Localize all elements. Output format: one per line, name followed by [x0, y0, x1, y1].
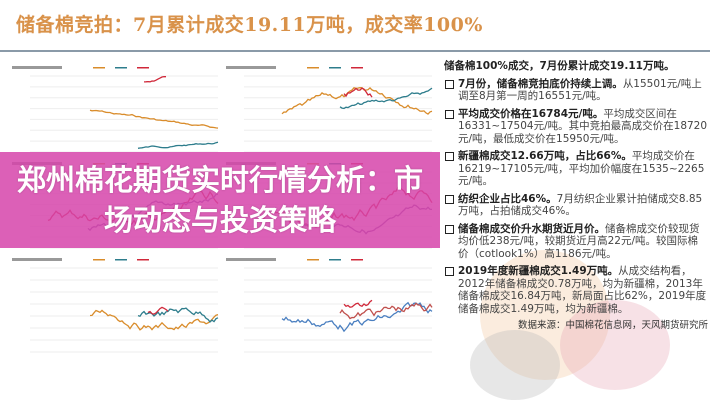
summary-item: 纺织企业占比46%。7月纺织企业累计拍储成交8.85万吨，占拍储成交46%。 [444, 193, 708, 218]
checkbox-bullet-icon [445, 267, 454, 276]
slide-title: 储备棉竞拍：7月累计成交19.11万吨，成交率100% [16, 14, 483, 36]
checkbox-bullet-icon [445, 224, 454, 234]
decorative-blob [480, 250, 610, 380]
item-detail: 从成交结构看，2012年储备棉成交0.78万吨，均为新疆棉，2013年储备棉成交… [458, 265, 707, 315]
checkbox-bullet-icon [445, 109, 454, 119]
legend-swatch [93, 67, 105, 69]
summary-item: 2019年度新疆棉成交1.49万吨。从成交结构看，2012年储备棉成交0.78万… [444, 265, 708, 315]
summary-item: 储备棉成交价升水期货近月价。储备棉成交价较现货均价低238元/吨，较期货近月高2… [444, 223, 708, 261]
item-heading: 2019年度新疆棉成交1.49万吨。 [458, 265, 619, 277]
series-line [339, 87, 433, 110]
chart-title-mark [12, 258, 62, 261]
series-line [339, 302, 433, 320]
chart-2 [222, 62, 434, 162]
item-heading: 储备棉成交价升水期货近月价。 [458, 222, 605, 235]
checkbox-bullet-icon [445, 194, 454, 204]
chart-title-mark [226, 66, 276, 69]
legend-swatch [307, 259, 319, 261]
legend-swatch [137, 259, 149, 261]
legend-swatch [307, 67, 319, 69]
item-heading: 平均成交价格在16784元/吨。 [458, 107, 604, 120]
chart-title-mark [12, 66, 62, 69]
series-line [137, 141, 219, 149]
headline-banner: 郑州棉花期货实时行情分析：市场动态与投资策略 [0, 152, 440, 248]
item-detail: 平均成交区间在16331~17504元/吨。其中竞拍最高成交价在18720元/吨… [458, 107, 708, 145]
series-line [143, 75, 167, 83]
summary-item: 新疆棉成交12.66万吨，占比66%。平均成交价在16219~17105元/吨，… [444, 150, 708, 188]
summary-item: 7月份，储备棉竞拍底价持续上调。从15501元/吨上调至8月第一周的16551元… [444, 78, 708, 103]
series-line [281, 301, 433, 333]
chart-5-svg [12, 258, 219, 353]
legend-swatch [351, 259, 363, 261]
series-line [343, 299, 373, 308]
item-heading: 新疆棉成交12.66万吨，占比66%。 [458, 150, 632, 162]
legend-swatch [351, 67, 363, 69]
series-line [281, 86, 433, 115]
legend-swatch [93, 259, 105, 261]
data-source: 数据来源：中国棉花信息网，天风期货研究所 [517, 320, 708, 331]
decorative-blob [470, 330, 560, 400]
series-line [89, 309, 219, 331]
series-line [343, 87, 373, 98]
item-detail: 从15501元/吨上调至8月第一周的16551元/吨。 [458, 77, 702, 103]
summary-text: 储备棉100%成交，7月份累计成交19.11万吨。 7月份，储备棉竞拍底价持续上… [444, 60, 708, 333]
chart-title-mark [226, 258, 276, 261]
legend-swatch [329, 259, 341, 261]
summary-item: 平均成交价格在16784元/吨。平均成交区间在16331~17504元/吨。其中… [444, 108, 708, 146]
title-divider [0, 50, 710, 52]
legend-swatch [137, 67, 149, 69]
item-detail: 储备棉成交价较现货均价低238元/吨，较期货近月高22元/吨。较国际棉价（cot… [458, 222, 700, 260]
series-line [89, 109, 219, 129]
legend-swatch [329, 67, 341, 69]
decorative-blob [560, 300, 670, 390]
legend-swatch [115, 259, 127, 261]
item-heading: 7月份，储备棉竞拍底价持续上调。 [458, 77, 623, 90]
chart-6-svg [226, 258, 433, 353]
series-line [147, 306, 169, 315]
item-heading: 纺织企业占比46%。 [458, 192, 557, 205]
chart-5 [8, 254, 220, 362]
headline: 郑州棉花期货实时行情分析：市场动态与投资策略 [16, 163, 423, 237]
series-line [137, 307, 219, 323]
legend-swatch [115, 67, 127, 69]
chart-1-svg [12, 66, 219, 153]
checkbox-bullet-icon [445, 152, 454, 161]
item-detail: 平均成交价在16219~17105元/吨，平均加价幅度在1535~2265元/吨… [458, 150, 705, 187]
summary-lead: 储备棉100%成交，7月份累计成交19.11万吨。 [444, 60, 675, 72]
chart-2-svg [226, 66, 433, 153]
chart-1 [8, 62, 220, 162]
item-detail: 7月纺织企业累计拍储成交8.85万吨，占拍储成交46%。 [458, 192, 703, 218]
chart-6 [222, 254, 434, 362]
checkbox-bullet-icon [445, 79, 454, 89]
